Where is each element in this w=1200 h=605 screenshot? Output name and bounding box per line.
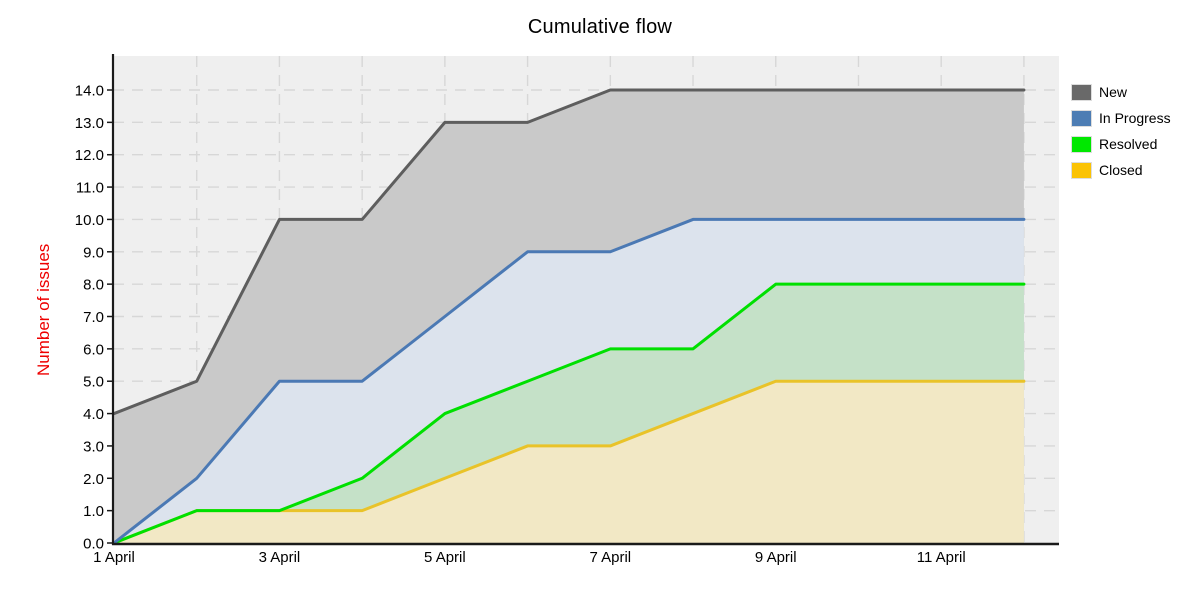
legend-swatch-in-progress-icon xyxy=(1071,110,1092,127)
y-tick-label: 13.0 xyxy=(75,115,104,132)
line-new xyxy=(112,88,1026,416)
y-tick-label: 10.0 xyxy=(75,212,104,229)
y-tick-label: 1.0 xyxy=(83,503,104,520)
x-tick-label: 7 April xyxy=(589,549,631,566)
line-in-progress xyxy=(112,217,1026,545)
y-tick-label: 4.0 xyxy=(83,406,104,423)
y-tick-label: 0.0 xyxy=(83,536,104,553)
legend-item-closed: Closed xyxy=(1071,162,1171,179)
x-tick-label: 3 April xyxy=(259,549,301,566)
legend-swatch-resolved-icon xyxy=(1071,136,1092,153)
legend-item-resolved: Resolved xyxy=(1071,136,1171,153)
legend-item-new: New xyxy=(1071,84,1171,101)
legend-label-resolved: Resolved xyxy=(1099,136,1158,152)
legend: New In Progress Resolved Closed xyxy=(1071,84,1171,179)
line-resolved xyxy=(112,282,1026,545)
y-tick-label: 7.0 xyxy=(83,309,104,326)
legend-label-in-progress: In Progress xyxy=(1099,110,1171,126)
y-tick-label: 2.0 xyxy=(83,471,104,488)
chart-title: Cumulative flow xyxy=(527,16,673,38)
y-tick-label: 5.0 xyxy=(83,374,104,391)
area-closed xyxy=(114,381,1024,543)
y-tick-label: 11.0 xyxy=(76,180,104,197)
y-tick-label: 3.0 xyxy=(83,438,104,455)
legend-label-new: New xyxy=(1099,84,1128,100)
y-tick-label: 14.0 xyxy=(75,83,104,100)
y-tick-label: 9.0 xyxy=(83,244,104,261)
x-tick-label: 11 April xyxy=(917,549,966,566)
legend-swatch-closed-icon xyxy=(1071,162,1092,179)
y-tick-label: 6.0 xyxy=(83,341,104,358)
x-tick-label: 9 April xyxy=(755,549,797,566)
legend-label-closed: Closed xyxy=(1099,162,1143,178)
legend-item-in-progress: In Progress xyxy=(1071,110,1171,127)
y-tick-label: 8.0 xyxy=(83,277,104,294)
x-tick-label: 1 April xyxy=(93,549,135,566)
y-tick-label: 12.0 xyxy=(75,147,104,164)
legend-swatch-new-icon xyxy=(1071,84,1092,101)
x-tick-label: 5 April xyxy=(424,549,466,566)
